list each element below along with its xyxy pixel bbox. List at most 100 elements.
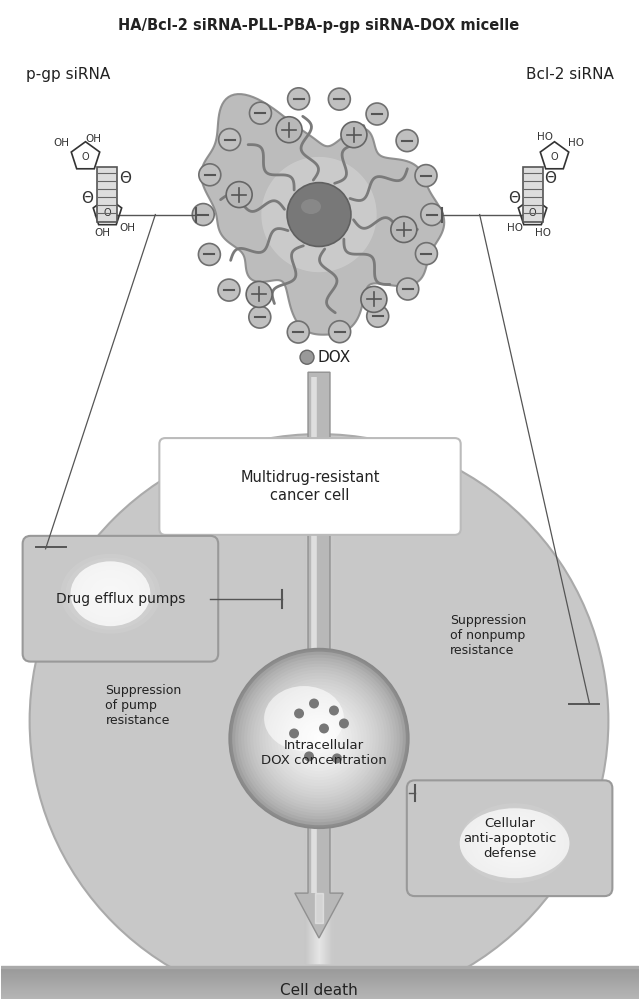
Ellipse shape <box>482 819 548 867</box>
Ellipse shape <box>70 561 150 626</box>
Ellipse shape <box>264 686 344 751</box>
FancyBboxPatch shape <box>22 536 218 662</box>
Circle shape <box>300 350 314 364</box>
Ellipse shape <box>100 586 120 602</box>
Circle shape <box>304 751 314 761</box>
FancyBboxPatch shape <box>523 167 543 222</box>
Circle shape <box>192 204 214 226</box>
Ellipse shape <box>29 434 608 1000</box>
Ellipse shape <box>286 706 352 771</box>
Text: Intracellular
DOX concentration: Intracellular DOX concentration <box>261 739 387 767</box>
Ellipse shape <box>277 697 361 780</box>
Circle shape <box>391 217 417 242</box>
Ellipse shape <box>268 688 370 789</box>
Ellipse shape <box>235 655 403 822</box>
Text: OH: OH <box>95 228 111 238</box>
Ellipse shape <box>259 679 379 798</box>
Circle shape <box>421 204 443 226</box>
Circle shape <box>328 321 351 343</box>
Circle shape <box>366 103 388 125</box>
Circle shape <box>361 286 387 312</box>
Ellipse shape <box>280 700 358 777</box>
Circle shape <box>199 164 221 186</box>
Text: HO: HO <box>535 228 551 238</box>
Circle shape <box>396 130 418 152</box>
FancyArrow shape <box>295 372 343 938</box>
Ellipse shape <box>498 831 531 855</box>
Polygon shape <box>315 893 323 923</box>
Ellipse shape <box>295 714 343 762</box>
Circle shape <box>309 699 319 709</box>
Text: HO: HO <box>569 138 585 148</box>
Text: HA/Bcl-2 siRNA-PLL-PBA-p-gp siRNA-DOX micelle: HA/Bcl-2 siRNA-PLL-PBA-p-gp siRNA-DOX mi… <box>118 18 520 33</box>
Ellipse shape <box>95 582 125 606</box>
Ellipse shape <box>304 723 334 753</box>
Text: Cellular
anti-apoptotic
defense: Cellular anti-apoptotic defense <box>463 817 557 860</box>
Ellipse shape <box>256 676 382 801</box>
Ellipse shape <box>66 558 155 630</box>
Text: OH: OH <box>54 138 70 148</box>
Text: Θ: Θ <box>82 191 93 206</box>
Ellipse shape <box>310 729 328 747</box>
Ellipse shape <box>313 732 325 744</box>
Circle shape <box>288 88 309 110</box>
Circle shape <box>246 281 272 307</box>
Circle shape <box>289 728 299 738</box>
Circle shape <box>329 706 339 715</box>
Ellipse shape <box>509 839 520 847</box>
Circle shape <box>249 102 272 124</box>
Ellipse shape <box>75 566 145 622</box>
Ellipse shape <box>105 590 116 598</box>
Text: O: O <box>82 152 89 162</box>
Ellipse shape <box>301 199 321 214</box>
Ellipse shape <box>70 562 150 626</box>
Ellipse shape <box>265 685 373 792</box>
Circle shape <box>226 182 252 208</box>
Text: DOX: DOX <box>317 350 350 365</box>
Text: Drug efflux pumps: Drug efflux pumps <box>56 592 185 606</box>
Ellipse shape <box>86 574 135 614</box>
Ellipse shape <box>271 691 367 786</box>
Ellipse shape <box>459 803 569 883</box>
Ellipse shape <box>504 835 525 851</box>
Text: HO: HO <box>507 223 523 233</box>
Circle shape <box>341 122 367 148</box>
Text: O: O <box>551 152 558 162</box>
Text: Bcl-2 siRNA: Bcl-2 siRNA <box>525 67 613 82</box>
Ellipse shape <box>289 709 349 768</box>
Circle shape <box>367 305 389 327</box>
Circle shape <box>415 165 437 187</box>
Circle shape <box>332 753 342 763</box>
Circle shape <box>199 243 220 265</box>
Circle shape <box>288 321 309 343</box>
Ellipse shape <box>247 667 391 810</box>
Circle shape <box>319 723 329 733</box>
Circle shape <box>287 183 351 246</box>
Text: Suppression
of nonpump
resistance: Suppression of nonpump resistance <box>450 614 526 657</box>
Text: Multidrug-resistant
cancer cell: Multidrug-resistant cancer cell <box>240 470 380 503</box>
Circle shape <box>219 129 241 151</box>
Ellipse shape <box>91 578 130 610</box>
Circle shape <box>397 278 419 300</box>
Ellipse shape <box>487 823 542 863</box>
Ellipse shape <box>250 670 388 807</box>
Text: O: O <box>104 208 111 218</box>
Ellipse shape <box>471 811 558 875</box>
Ellipse shape <box>253 673 385 804</box>
Polygon shape <box>261 157 376 272</box>
FancyBboxPatch shape <box>159 438 461 535</box>
Ellipse shape <box>459 808 569 878</box>
FancyBboxPatch shape <box>98 167 118 222</box>
Text: OH: OH <box>86 134 102 144</box>
Ellipse shape <box>301 720 337 756</box>
Ellipse shape <box>283 703 355 774</box>
Text: Θ: Θ <box>544 171 557 186</box>
Circle shape <box>249 306 271 328</box>
Ellipse shape <box>229 649 409 828</box>
Text: O: O <box>528 208 536 218</box>
Ellipse shape <box>61 554 160 634</box>
Text: Suppression
of pump
resistance: Suppression of pump resistance <box>105 684 181 727</box>
Ellipse shape <box>232 652 406 825</box>
Ellipse shape <box>307 726 331 750</box>
Text: OH: OH <box>119 223 135 233</box>
